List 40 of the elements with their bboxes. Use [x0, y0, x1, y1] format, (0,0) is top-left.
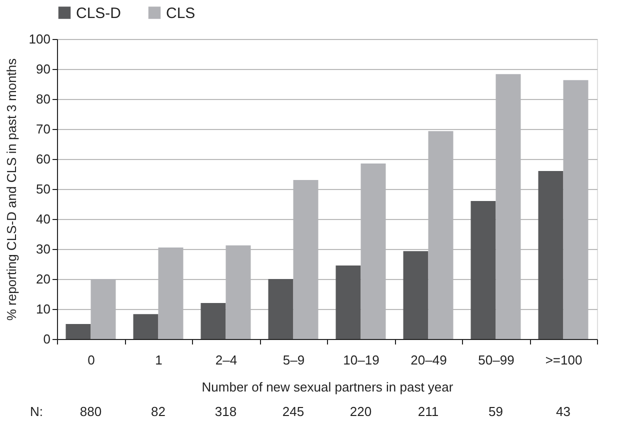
text: 880 — [80, 404, 102, 419]
x-tick-label: 5–9 — [282, 352, 305, 368]
bar — [133, 314, 158, 339]
bar — [66, 324, 91, 339]
y-tick-label: 100 — [28, 32, 50, 46]
x-tick-label: 0 — [88, 352, 95, 368]
y-tick-label: 0 — [43, 332, 50, 346]
bar — [403, 251, 428, 339]
x-tick-label: 20–49 — [410, 352, 447, 368]
y-tick-label: 50 — [36, 182, 50, 196]
y-tick-label: 70 — [36, 122, 50, 136]
y-tick-label: 90 — [36, 62, 50, 76]
y-tick-label: 40 — [36, 212, 50, 226]
text: 211 — [418, 404, 439, 419]
x-tick-label: 1 — [155, 352, 162, 368]
x-tick-label: 2–4 — [215, 352, 238, 368]
legend-label: CLS-D — [76, 4, 122, 22]
text: 220 — [350, 404, 372, 419]
text: 59 — [488, 404, 503, 419]
y-tick-label: 80 — [36, 92, 50, 106]
text: 43 — [556, 404, 570, 419]
bar — [200, 303, 226, 339]
y-axis-title: % reporting CLS-D and CLS in past 3 months — [4, 58, 19, 321]
x-axis-title: Number of new sexual partners in past year — [202, 380, 454, 394]
text: N: — [30, 404, 43, 419]
y-tick-label: 60 — [36, 152, 50, 166]
x-tick-label: >=100 — [545, 352, 582, 368]
x-tick-label: 10–19 — [343, 352, 380, 368]
bar — [538, 171, 564, 339]
y-tick-label: 10 — [36, 302, 50, 316]
bar — [470, 201, 496, 339]
bar — [268, 279, 294, 339]
x-tick-label: 50–99 — [478, 352, 514, 368]
y-tick-label: 20 — [36, 272, 50, 286]
y-tick-label: 30 — [36, 242, 50, 256]
legend-label: CLS — [166, 4, 196, 22]
bar — [336, 266, 361, 339]
text: 82 — [151, 404, 166, 419]
text: 318 — [214, 404, 237, 419]
text: 245 — [282, 404, 304, 419]
